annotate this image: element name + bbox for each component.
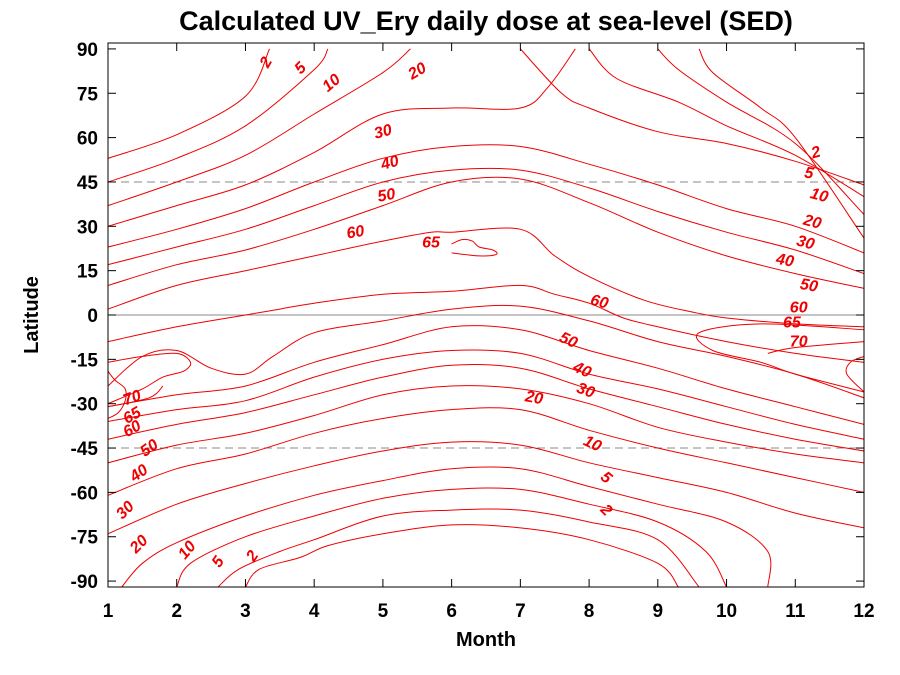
contour-line (108, 407, 864, 496)
y-tick-label: -45 (71, 439, 99, 460)
x-tick-label: 2 (171, 601, 182, 622)
contour-line (121, 466, 772, 587)
contour-label: 10 (319, 71, 344, 96)
contour-label: 30 (574, 380, 597, 402)
contour-line (108, 304, 864, 399)
y-tick-label: 90 (77, 40, 98, 61)
contour-label: 65 (783, 314, 802, 331)
x-tick-label: 3 (240, 601, 251, 622)
contour-label: 40 (774, 251, 796, 271)
contour-label: 50 (376, 186, 397, 206)
x-tick-label: 9 (653, 601, 664, 622)
contour-line (108, 167, 864, 275)
contour-line (767, 341, 864, 354)
plot-area: 2 510 203040506065605040302010527065605040… (107, 42, 865, 588)
reference-lines (108, 181, 864, 449)
y-tick-label: -75 (71, 528, 99, 549)
contour-line (698, 48, 864, 239)
y-tick-label: 45 (77, 173, 99, 194)
contour-label: 65 (422, 235, 441, 252)
contour-line (108, 385, 864, 464)
contour-label: 20 (126, 532, 151, 557)
contour-label: 30 (113, 498, 138, 523)
contour-line (108, 385, 164, 408)
contour-line (108, 364, 864, 452)
y-tick-label: -90 (71, 572, 98, 593)
x-tick-label: 6 (446, 601, 457, 622)
y-tick-label: -60 (71, 483, 98, 504)
contour-line (108, 48, 411, 207)
contour-labels: 2 510 203040506065605040302010527065605040… (113, 54, 830, 570)
contour-line (108, 352, 192, 405)
y-axis-label: Latitude (21, 276, 43, 354)
contour-label: 30 (372, 122, 394, 143)
contour-line (108, 48, 270, 159)
contour-line (217, 508, 700, 587)
contour-label: 60 (790, 300, 808, 317)
contour-label: 70 (121, 387, 144, 409)
contour-label: 2 (596, 501, 615, 520)
y-tick-label: 15 (77, 262, 99, 283)
y-tick-label: -15 (71, 350, 99, 371)
contour-lines (108, 48, 864, 587)
y-axis-ticklabels: 90 75 60 45 30 15 0 -15 -30 -45 -60 -75 -90 (71, 40, 99, 593)
contour-label: 60 (120, 417, 144, 441)
contour-line (588, 48, 864, 198)
contour-label: 60 (588, 292, 610, 313)
x-tick-label: 12 (853, 601, 874, 622)
contour-line (245, 524, 679, 587)
contour-line (108, 144, 864, 254)
y-tick-label: 0 (87, 306, 98, 327)
contour-label: 70 (790, 334, 808, 351)
y-tick-label: 60 (77, 129, 98, 150)
contour-label: 20 (801, 212, 824, 233)
contour-label: 40 (378, 153, 401, 174)
contour-label: 5 (597, 469, 616, 488)
x-tick-label: 10 (716, 601, 737, 622)
contour-label: 20 (405, 60, 430, 84)
contour-line (657, 48, 864, 215)
x-axis-ticklabels: 1 2 3 4 5 6 7 8 9 10 11 12 (103, 601, 875, 622)
x-tick-label: 1 (103, 601, 114, 622)
contour-line (108, 349, 864, 440)
contour-line (845, 355, 864, 393)
contour-label: 2 (809, 143, 823, 162)
tick-marks (107, 43, 865, 587)
y-tick-label: 30 (77, 217, 98, 238)
contour-label: 5 (209, 553, 229, 571)
contour-label: 50 (799, 276, 820, 296)
contour-line (108, 48, 576, 227)
contour-label: 40 (126, 461, 151, 486)
chart-title: Calculated UV_Ery daily dose at sea-leve… (179, 6, 793, 36)
contour-line (108, 284, 864, 363)
x-tick-label: 7 (515, 601, 526, 622)
y-tick-label: -30 (71, 395, 98, 416)
contour-label: 50 (137, 436, 161, 460)
contour-label: 5 (803, 164, 816, 182)
contour-label: 30 (795, 233, 817, 254)
contour-line (108, 441, 864, 535)
y-tick-label: 75 (77, 84, 99, 105)
contour-label: 60 (345, 223, 366, 243)
contour-line (695, 323, 864, 393)
x-axis-label: Month (456, 629, 516, 651)
contour-label: 50 (557, 329, 580, 352)
contour-line (520, 48, 864, 186)
x-tick-label: 4 (309, 601, 320, 622)
contour-line (108, 325, 864, 425)
x-tick-label: 11 (785, 601, 806, 622)
contour-line (108, 48, 329, 183)
contour-line (108, 370, 127, 419)
x-tick-label: 5 (378, 601, 389, 622)
contour-label: 10 (581, 433, 604, 456)
contour-label: 20 (523, 388, 545, 408)
x-tick-label: 8 (584, 601, 595, 622)
contour-line (108, 176, 864, 289)
contour-label: 40 (569, 358, 593, 381)
contour-line (451, 238, 498, 257)
contour-line (108, 227, 864, 328)
contour-label: 10 (808, 185, 830, 206)
contour-line (176, 487, 727, 587)
